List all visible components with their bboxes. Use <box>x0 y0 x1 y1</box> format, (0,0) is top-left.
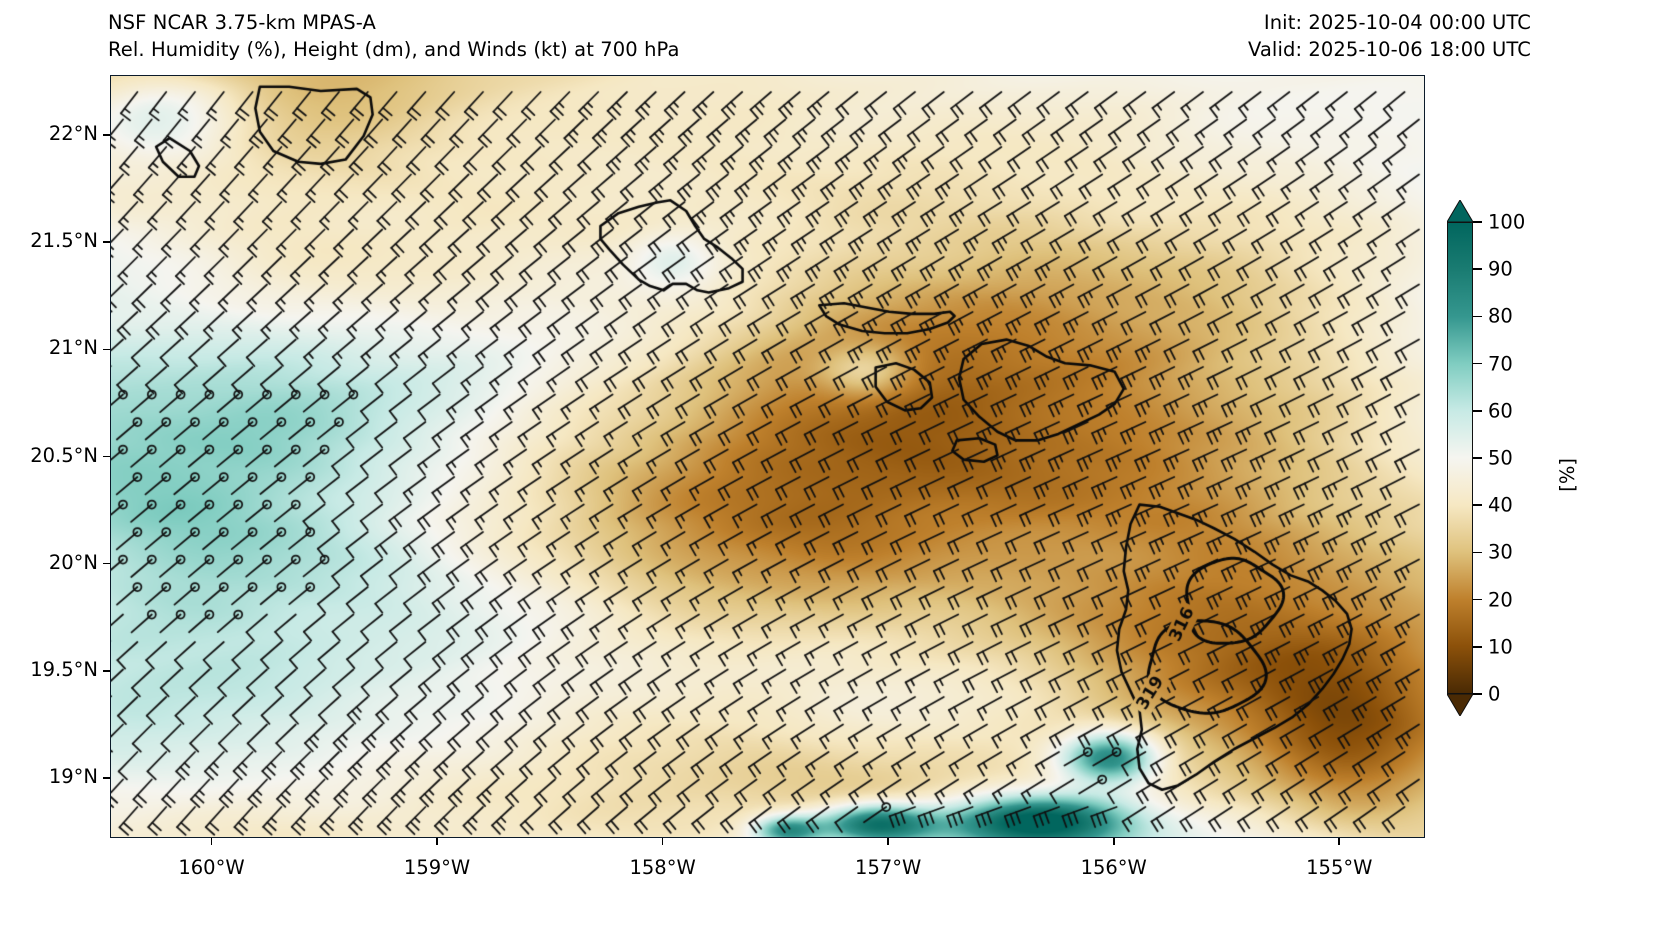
colorbar-tickmark <box>1473 504 1482 506</box>
field-title: Rel. Humidity (%), Height (dm), and Wind… <box>108 38 680 61</box>
y-tick-label: 21.5°N <box>30 229 98 253</box>
colorbar-tick-label: 90 <box>1488 257 1513 281</box>
y-tick-label: 20.5°N <box>30 443 98 467</box>
y-tickmark <box>103 134 110 136</box>
x-tick-label: 157°W <box>855 856 922 879</box>
map-axes[interactable] <box>110 75 1425 838</box>
winds-contours-coastline-layer <box>111 76 1424 837</box>
colorbar[interactable]: 0 10 20 30 40 50 60 70 80 90 100 <box>1447 200 1525 716</box>
x-tickmark <box>661 838 664 845</box>
x-tick-label: 156°W <box>1080 856 1147 879</box>
x-tickmark <box>436 838 438 845</box>
x-tickmark <box>1112 838 1115 845</box>
x-tick-label: 158°W <box>629 856 696 879</box>
x-tickmark <box>887 838 889 845</box>
colorbar-tick-label: 60 <box>1488 399 1513 423</box>
colorbar-tickmark <box>1473 315 1482 318</box>
colorbar-unit-label: [%] <box>1556 458 1579 492</box>
x-tickmark <box>210 838 213 845</box>
colorbar-tickmark <box>1473 551 1482 554</box>
colorbar-tick-label: 50 <box>1488 446 1513 470</box>
colorbar-tickmark <box>1473 693 1482 695</box>
colorbar-tick-label: 0 <box>1488 682 1501 706</box>
y-tickmark <box>103 562 110 565</box>
x-tick-label: 159°W <box>403 856 471 879</box>
colorbar-tickmark <box>1473 410 1482 412</box>
y-tickmark <box>103 455 110 458</box>
colorbar-tickmark <box>1473 598 1482 601</box>
colorbar-tickmark <box>1473 221 1482 223</box>
x-tick-label: 155°W <box>1306 856 1373 879</box>
init-time-label: Init: 2025-10-04 00:00 UTC <box>1263 11 1531 34</box>
y-tick-label: 21°N <box>48 336 98 360</box>
colorbar-tick-label: 80 <box>1488 304 1513 328</box>
colorbar-tick-label: 100 <box>1488 210 1526 234</box>
colorbar-tick-label: 40 <box>1488 493 1513 517</box>
colorbar-tick-label: 10 <box>1488 635 1513 659</box>
x-tickmark <box>1338 838 1341 845</box>
y-tick-label: 20°N <box>48 550 98 574</box>
y-tickmark <box>103 241 110 243</box>
colorbar-min-extend-arrow <box>1447 694 1473 716</box>
y-tickmark <box>103 348 110 351</box>
colorbar-tickmark <box>1473 268 1482 270</box>
model-title: NSF NCAR 3.75-km MPAS-A <box>108 11 376 34</box>
y-tickmark <box>103 777 110 779</box>
colorbar-tick-label: 70 <box>1488 352 1513 376</box>
colorbar-tickmark <box>1473 646 1482 648</box>
colorbar-gradient-body <box>1447 222 1473 694</box>
colorbar-max-extend-arrow <box>1447 200 1473 222</box>
colorbar-tick-label: 30 <box>1488 540 1513 564</box>
colorbar-tick-label: 20 <box>1488 588 1513 612</box>
colorbar-tickmark <box>1473 362 1482 365</box>
colorbar-tickmark <box>1473 457 1482 459</box>
colorbar-gradient <box>1448 223 1472 693</box>
y-tick-label: 22°N <box>48 122 98 145</box>
valid-time-label: Valid: 2025-10-06 18:00 UTC <box>1247 38 1531 61</box>
y-tick-label: 19°N <box>48 764 98 788</box>
y-tickmark <box>103 670 110 672</box>
y-tick-label: 19.5°N <box>30 657 98 681</box>
x-tick-label: 160°W <box>178 856 245 879</box>
